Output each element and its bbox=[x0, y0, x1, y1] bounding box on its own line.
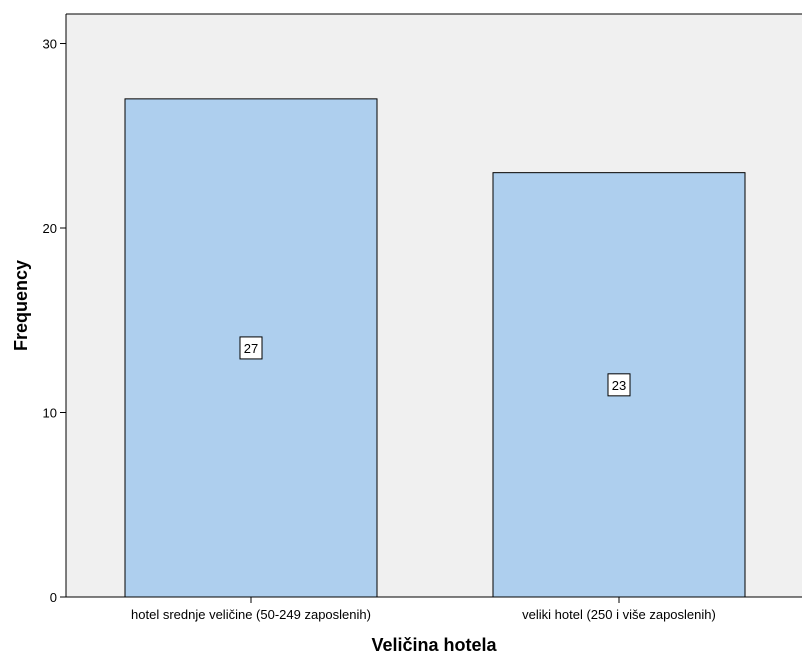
data-label-box bbox=[607, 373, 631, 397]
data-label: 27 bbox=[244, 341, 258, 356]
y-tick-label: 0 bbox=[50, 590, 57, 605]
x-axis-title: Veličina hotela bbox=[371, 635, 497, 655]
y-tick-label: 20 bbox=[43, 221, 57, 236]
y-axis-title: Frequency bbox=[11, 260, 31, 351]
bars: 27 23 bbox=[124, 98, 746, 598]
data-label-box bbox=[239, 336, 263, 360]
y-axis-ticks: 0 10 20 30 bbox=[43, 37, 66, 605]
x-tick-label: hotel srednje veličine (50-249 zaposleni… bbox=[131, 607, 371, 622]
data-label: 23 bbox=[612, 378, 626, 393]
y-tick-label: 10 bbox=[43, 406, 57, 421]
x-tick-label: veliki hotel (250 i više zaposlenih) bbox=[522, 607, 716, 622]
y-tick-label: 30 bbox=[43, 37, 57, 52]
x-axis-ticks: hotel srednje veličine (50-249 zaposleni… bbox=[131, 597, 716, 622]
